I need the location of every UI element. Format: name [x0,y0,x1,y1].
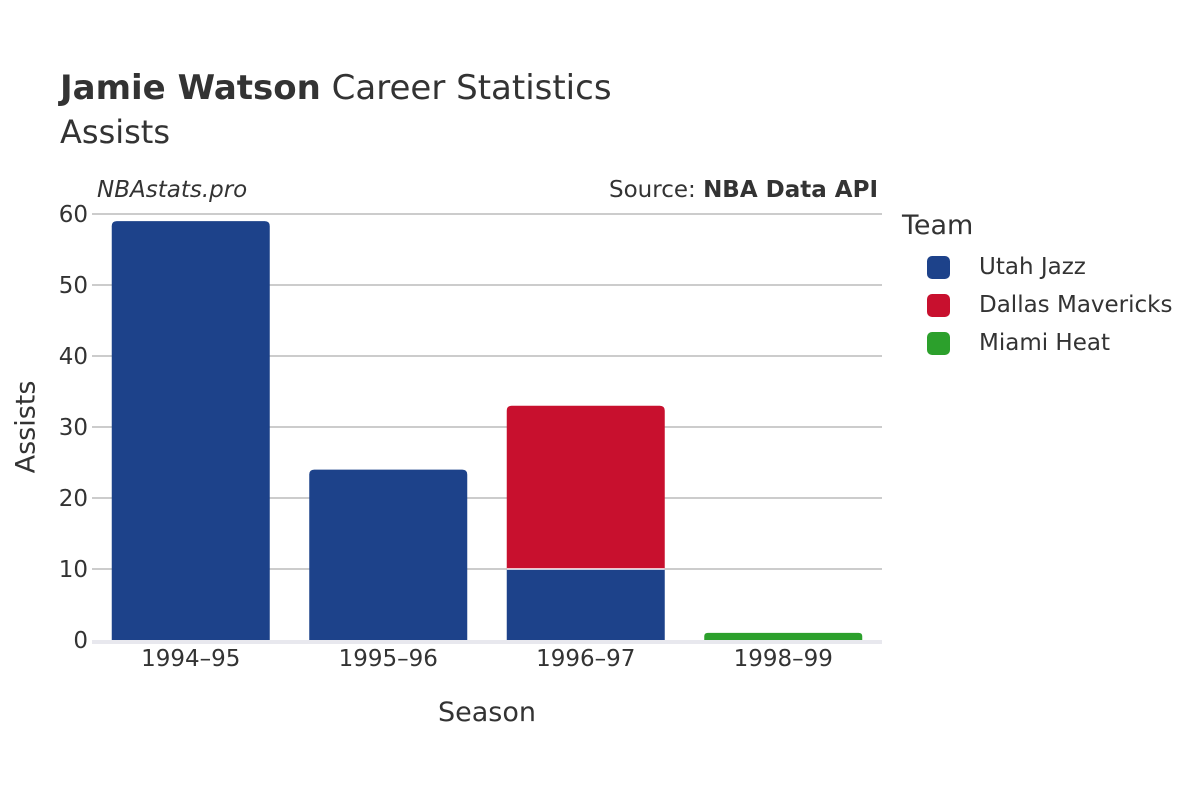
legend-label: Utah Jazz [979,254,1086,280]
player-name: Jamie Watson [60,68,321,108]
x-tick-label: 1998–99 [734,646,833,672]
title-rest: Career Statistics [320,68,612,108]
bar-miami-heat [704,632,863,640]
x-axis-baseline [92,640,882,644]
y-tick-label: 20 [59,486,88,512]
legend-label: Dallas Mavericks [979,292,1173,318]
x-axis-title: Season [438,697,536,728]
x-tick-label: 1996–97 [536,646,635,672]
x-tick-label: 1995–96 [339,646,438,672]
bar-utah-jazz [309,469,468,640]
y-tick-label: 10 [59,557,88,583]
legend: Team Utah Jazz Dallas Mavericks Miami He… [902,208,1172,362]
legend-item-utah-jazz[interactable]: Utah Jazz [902,248,1172,286]
chart-title: Jamie Watson Career Statistics [60,66,612,110]
legend-title: Team [902,210,974,241]
y-tick-label: 0 [73,628,88,654]
source-label: Source: [609,177,704,203]
watermark: NBAstats.pro [97,177,248,203]
y-tick-label: 60 [59,202,88,228]
source-credit: Source: NBA Data API [609,177,878,203]
bar-utah-jazz [111,221,270,640]
legend-swatch-miami-heat [927,331,950,355]
y-tick-label: 30 [59,415,88,441]
y-tick-label: 50 [59,273,88,299]
x-tick-label: 1994–95 [141,646,240,672]
legend-swatch-utah-jazz [927,255,950,279]
source-name: NBA Data API [703,177,878,203]
chart-subtitle: Assists [60,113,171,151]
bar-utah-jazz [506,569,665,640]
y-tick-label: 40 [59,344,88,370]
y-axis-title: Assists [11,381,42,474]
legend-item-miami-heat[interactable]: Miami Heat [902,324,1172,362]
bar-dallas-mavericks [506,405,665,569]
legend-swatch-dallas-mavericks [927,293,950,317]
legend-label: Miami Heat [979,330,1110,356]
legend-item-dallas-mavericks[interactable]: Dallas Mavericks [902,286,1172,324]
